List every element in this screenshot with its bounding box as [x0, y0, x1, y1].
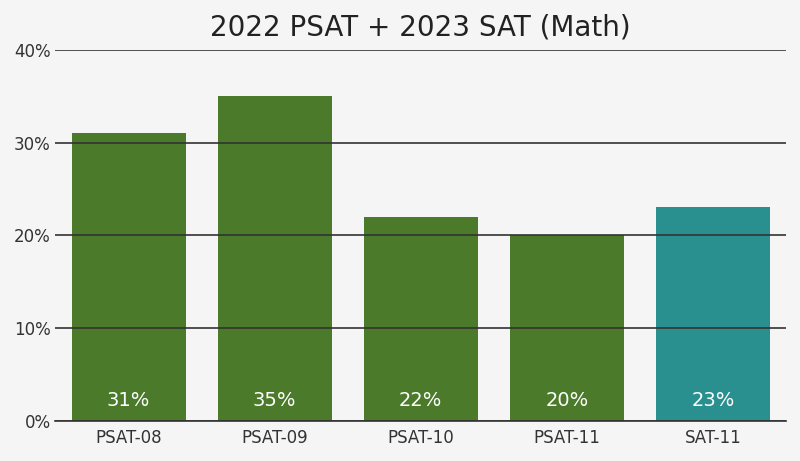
Text: 31%: 31% — [107, 390, 150, 410]
Title: 2022 PSAT + 2023 SAT (Math): 2022 PSAT + 2023 SAT (Math) — [210, 14, 631, 42]
Text: 22%: 22% — [399, 390, 442, 410]
Bar — [71, 133, 186, 421]
Bar — [218, 96, 332, 421]
Bar — [656, 207, 770, 421]
Text: 20%: 20% — [546, 390, 589, 410]
Text: 23%: 23% — [691, 390, 734, 410]
Bar — [510, 235, 624, 421]
Bar — [364, 217, 478, 421]
Text: 35%: 35% — [253, 390, 297, 410]
